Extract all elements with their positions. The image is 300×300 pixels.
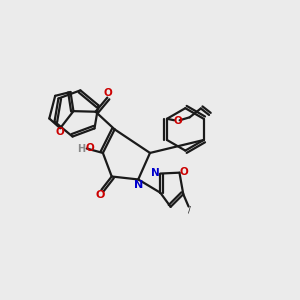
Text: O: O bbox=[173, 116, 182, 126]
Text: N: N bbox=[134, 180, 143, 190]
Text: O: O bbox=[85, 143, 94, 153]
Text: N: N bbox=[151, 168, 160, 178]
Text: H: H bbox=[77, 143, 86, 154]
Text: O: O bbox=[56, 127, 64, 137]
Text: O: O bbox=[95, 190, 105, 200]
Text: O: O bbox=[179, 167, 188, 177]
Text: O: O bbox=[104, 88, 112, 98]
Text: /: / bbox=[188, 206, 191, 214]
